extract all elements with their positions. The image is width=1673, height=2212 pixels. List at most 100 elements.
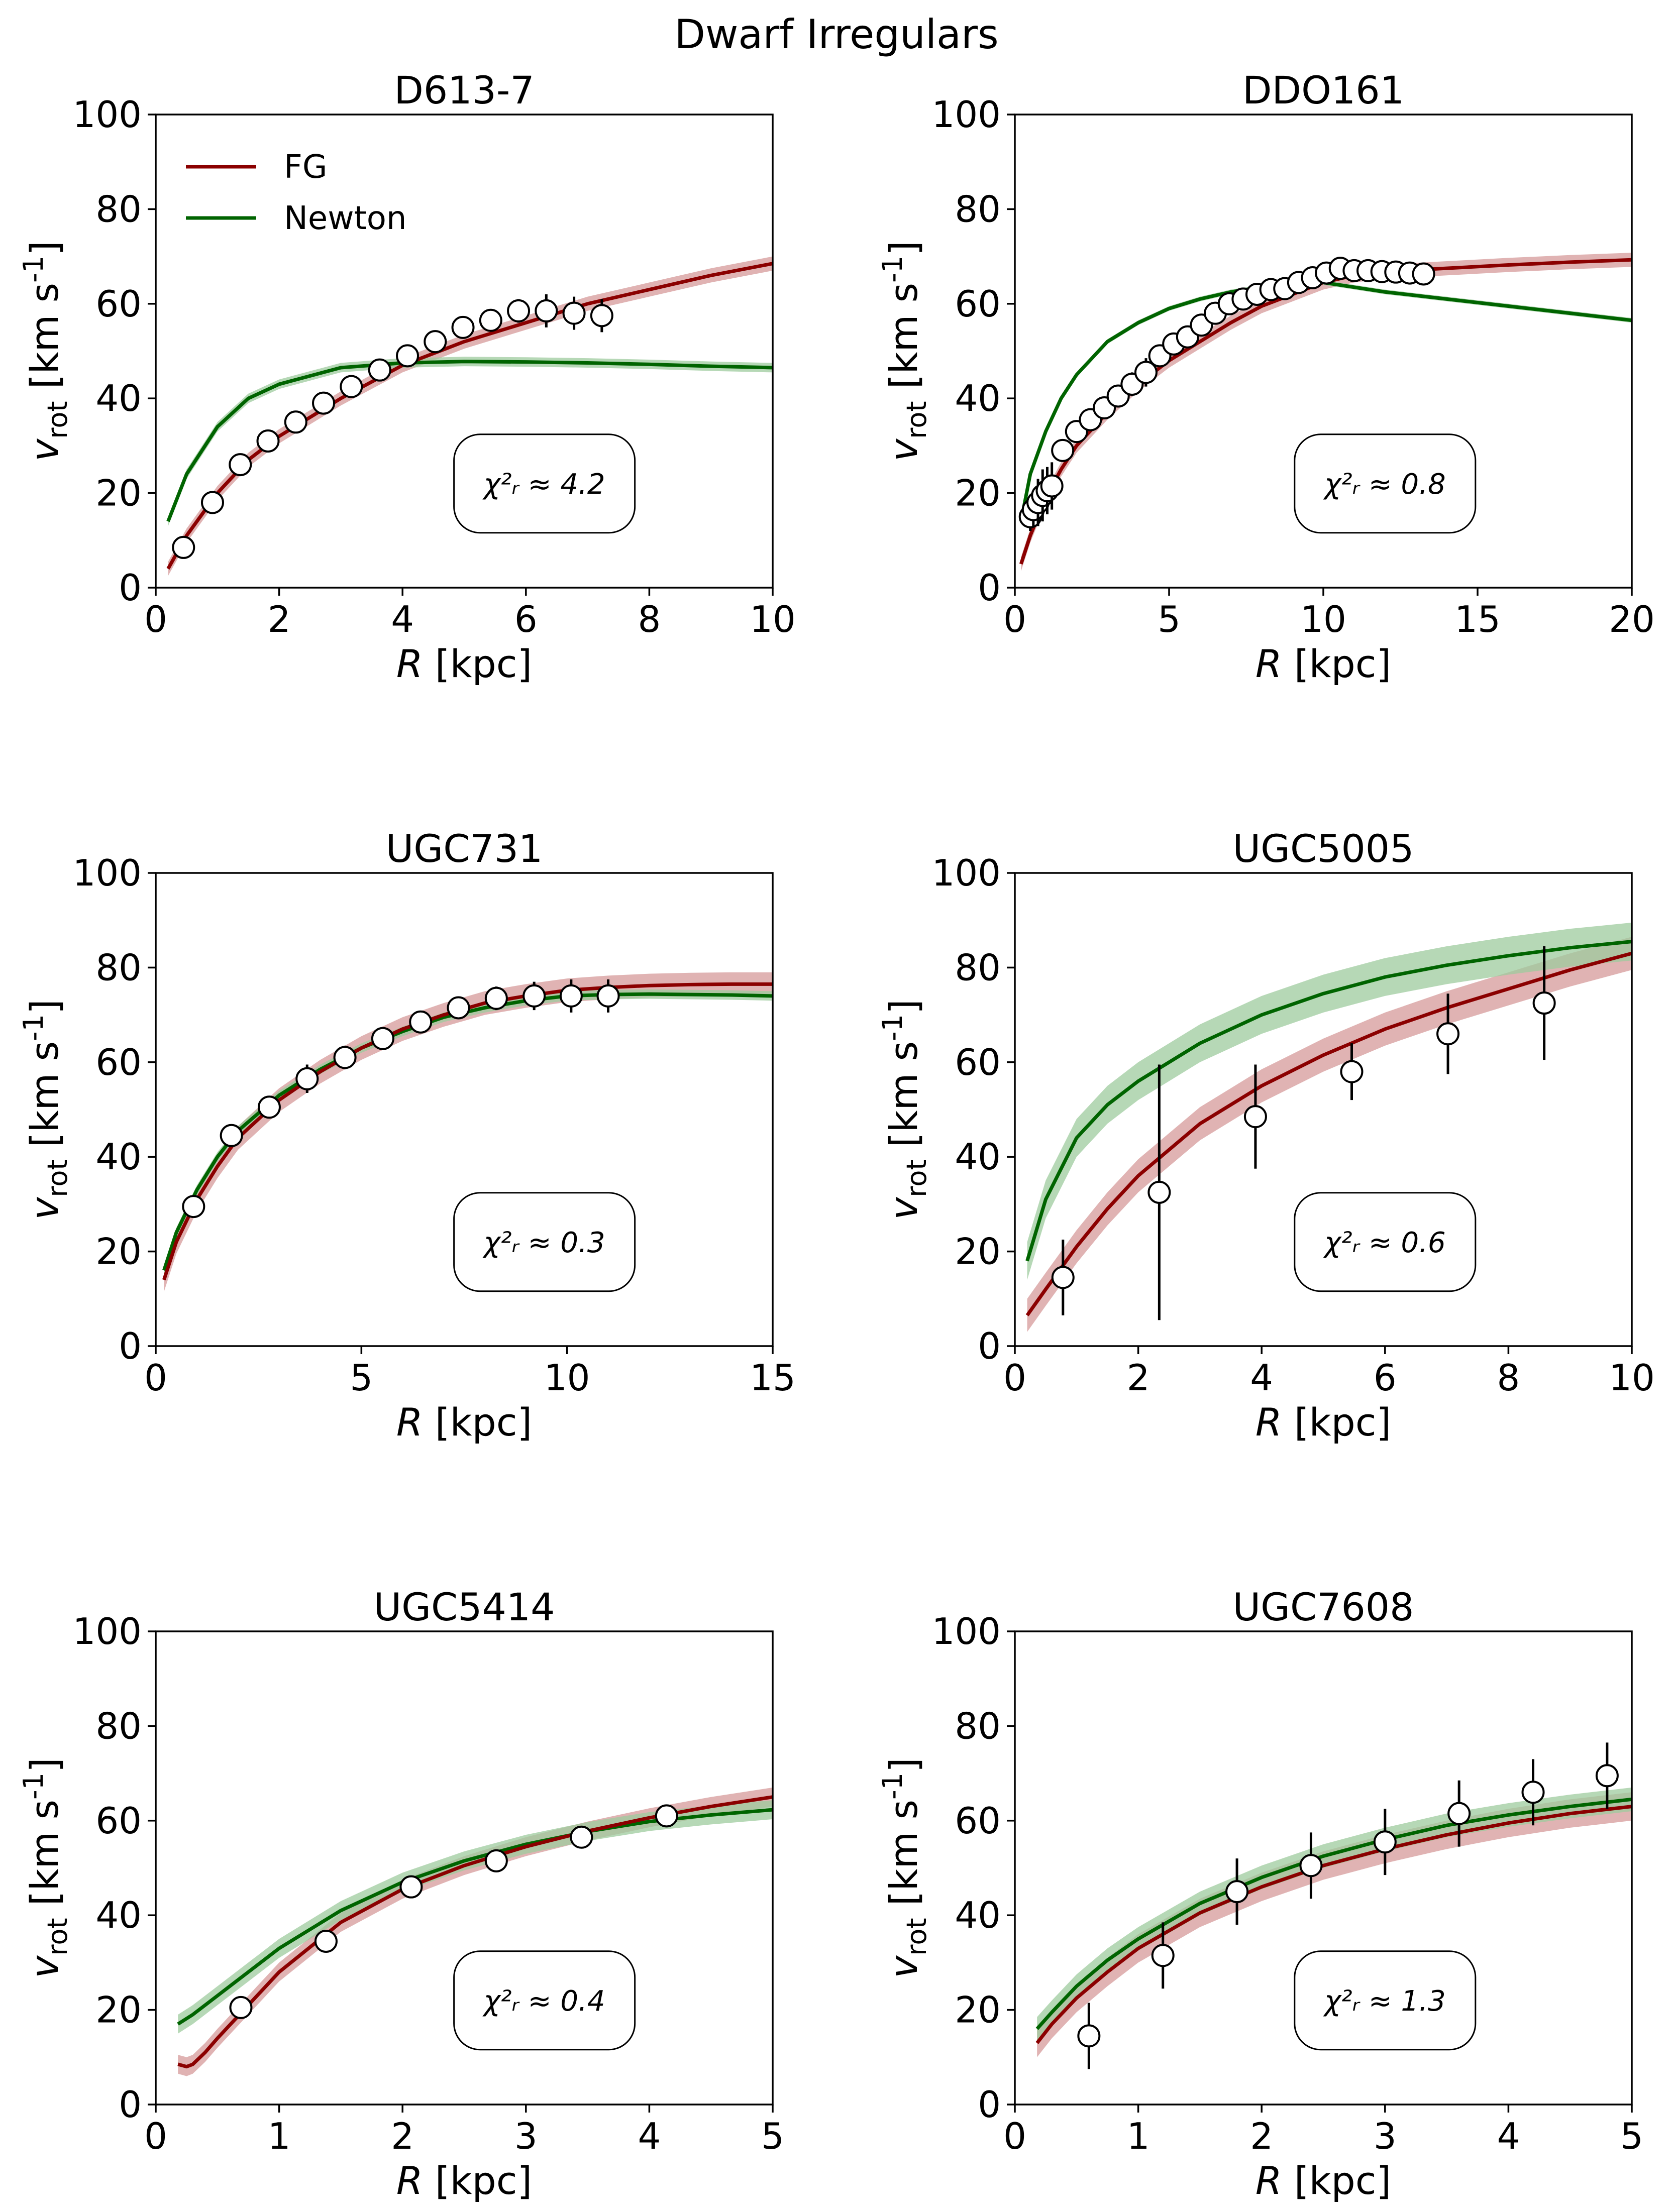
panel-title: DDO161 [1242, 68, 1404, 113]
data-point [424, 330, 447, 354]
x-tick-label: 0 [144, 1357, 167, 1399]
panel-6: UGC7608 0 1 2 3 4 5 0 20 40 60 80 100 R [kpc] vrot [km… [877, 1585, 1643, 2203]
y-tick-label: 80 [955, 188, 1001, 230]
data-point [371, 1027, 394, 1050]
data-point [229, 453, 252, 477]
y-axis-label: vrot [km s-1] [877, 241, 932, 461]
data-point [1243, 1105, 1267, 1129]
data-points [1077, 1742, 1619, 2069]
data-point [447, 996, 470, 1020]
y-tick-label: 100 [73, 1610, 142, 1652]
axes-frame [1014, 1630, 1633, 2106]
data-point [1225, 1880, 1249, 1904]
y-tick-label: 60 [955, 283, 1001, 325]
y-axis-label: vrot [km s-1] [18, 999, 73, 1220]
chi2-box [453, 1192, 636, 1292]
data-point [1412, 262, 1435, 286]
y-tick-label: 80 [95, 1705, 142, 1747]
x-tick-label: 15 [1454, 598, 1501, 640]
chi2-box [453, 433, 636, 534]
data-point [1447, 1802, 1471, 1825]
series-line-fg [1035, 1805, 1632, 2044]
y-tick-label: 100 [932, 1610, 1001, 1652]
x-axis-label: R [kpc] [396, 2158, 532, 2203]
chi2-box [1294, 433, 1477, 534]
y-axis-label: vrot [km s-1] [18, 1757, 73, 1978]
x-axis-label: R [kpc] [1256, 1400, 1391, 1445]
data-point [535, 299, 558, 322]
panel-2: DDO161 0 5 10 15 20 0 20 40 60 80 100 R [kpc] vrot [k… [877, 68, 1655, 686]
data-point [1134, 361, 1158, 384]
data-point [479, 308, 502, 332]
data-point [507, 299, 531, 322]
panel-title: UGC731 [386, 826, 543, 871]
data-point [220, 1124, 243, 1147]
data-point [559, 984, 583, 1008]
data-point [590, 304, 613, 327]
data-point [229, 1996, 253, 2019]
y-tick-label: 20 [95, 472, 142, 514]
y-tick-label: 20 [955, 472, 1001, 514]
panel-title: UGC5005 [1233, 826, 1414, 871]
data-point [1532, 991, 1556, 1015]
y-tick-label: 60 [95, 1800, 142, 1842]
y-tick-label: 0 [119, 2083, 142, 2126]
x-tick-label: 5 [1158, 598, 1181, 640]
band-newton [1027, 922, 1632, 1280]
x-tick-label: 0 [1003, 2115, 1026, 2157]
y-tick-label: 40 [95, 377, 142, 419]
data-point [257, 1095, 281, 1119]
chi2-label: χ²ᵣ ≈ 1.3 [1323, 1985, 1446, 2018]
x-tick-label: 3 [1374, 2115, 1397, 2157]
x-tick-label: 2 [268, 598, 291, 640]
y-tick-label: 0 [119, 567, 142, 609]
data-point [1051, 438, 1075, 462]
legend-label-fg: FG [284, 149, 327, 186]
chi2-box [1294, 1192, 1477, 1292]
series-line-newton [1035, 1797, 1632, 2030]
y-tick-label: 100 [73, 93, 142, 136]
plot-area [1035, 1787, 1632, 2057]
chi2-label: χ²ᵣ ≈ 0.4 [482, 1985, 605, 2018]
data-point [1436, 1022, 1460, 1046]
data-point [570, 1825, 593, 1849]
y-tick-label: 20 [95, 1989, 142, 2031]
data-point [200, 491, 224, 514]
band-newton [178, 1800, 773, 2034]
data-points [172, 294, 613, 559]
y-tick-label: 40 [95, 1136, 142, 1178]
y-tick-label: 80 [95, 946, 142, 988]
chi2-box [453, 1950, 636, 2051]
x-tick-label: 4 [638, 2115, 661, 2157]
x-tick-label: 15 [750, 1357, 796, 1399]
y-tick-label: 80 [95, 188, 142, 230]
band-fg [1027, 937, 1632, 1332]
y-tick-label: 80 [955, 946, 1001, 988]
x-tick-label: 4 [1250, 1357, 1273, 1399]
figure-title: Dwarf Irregulars [674, 11, 998, 58]
data-point [284, 410, 307, 434]
data-points [182, 979, 620, 1219]
x-axis-label: R [kpc] [1256, 2158, 1391, 2203]
data-point [1373, 1830, 1397, 1854]
x-tick-label: 0 [144, 2115, 167, 2157]
data-point [1521, 1781, 1545, 1804]
x-tick-label: 2 [391, 2115, 414, 2157]
data-point [1299, 1854, 1323, 1877]
data-point [1147, 1180, 1171, 1204]
data-point [1595, 1764, 1619, 1788]
x-tick-label: 8 [1497, 1357, 1520, 1399]
data-point [409, 1010, 433, 1034]
data-points [1051, 946, 1556, 1320]
x-tick-label: 3 [514, 2115, 538, 2157]
panel-5: UGC5414 0 1 2 3 4 5 0 20 40 60 80 100 R [kpc] vrot [km… [18, 1585, 784, 2203]
y-tick-label: 20 [955, 1231, 1001, 1273]
series-line-fg [1019, 258, 1632, 565]
data-point [340, 375, 363, 398]
data-point [1051, 1266, 1075, 1289]
x-tick-label: 20 [1609, 598, 1655, 640]
x-tick-label: 2 [1250, 2115, 1273, 2157]
